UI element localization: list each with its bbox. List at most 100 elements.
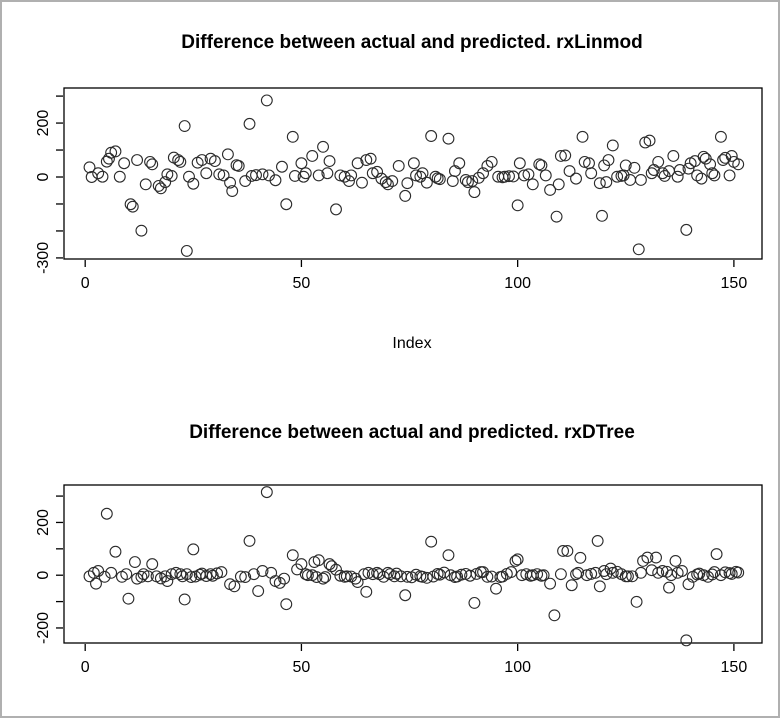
data-point (606, 566, 619, 579)
data-point (360, 585, 373, 598)
data-point (399, 189, 412, 202)
data-point (135, 224, 148, 237)
data-point (343, 175, 355, 188)
data-point (420, 571, 433, 584)
data-point (585, 167, 598, 180)
data-point (442, 549, 455, 562)
data-point (356, 176, 368, 189)
data-point (477, 167, 490, 180)
y-tick-label: 200 (35, 509, 52, 536)
data-point (386, 175, 399, 188)
data-point (626, 570, 639, 583)
data-point (650, 551, 662, 564)
data-point (381, 566, 394, 579)
data-point (576, 130, 589, 143)
data-point (433, 173, 446, 186)
data-point (178, 593, 191, 606)
data-point (714, 130, 727, 143)
data-point (468, 186, 481, 199)
data-point (260, 486, 273, 499)
data-point (563, 165, 576, 178)
data-point (634, 174, 647, 186)
x-tick-label: 0 (81, 275, 90, 292)
data-point (126, 200, 139, 213)
data-point (459, 174, 472, 186)
data-point (490, 582, 502, 595)
data-point (591, 534, 604, 547)
data-point (103, 152, 115, 165)
x-tick-label: 0 (81, 659, 90, 676)
data-point (183, 170, 195, 183)
data-point (682, 162, 695, 175)
data-point (399, 589, 412, 602)
data-point (732, 566, 745, 579)
data-point (572, 566, 585, 579)
plot-box (63, 87, 763, 260)
data-point (732, 158, 745, 171)
data-point (144, 155, 157, 168)
data-point (330, 203, 342, 216)
data-point (704, 158, 717, 171)
y-tick-label: 0 (35, 571, 52, 580)
data-point (338, 170, 351, 183)
data-point (364, 152, 377, 165)
data-point (83, 161, 96, 174)
data-point (256, 565, 269, 577)
data-point (691, 169, 704, 182)
data-point (159, 176, 172, 189)
data-point (381, 178, 394, 191)
data-point (306, 150, 319, 162)
data-point (187, 543, 200, 556)
data-point (448, 571, 461, 584)
data-point (379, 176, 392, 189)
data-point (725, 150, 738, 162)
data-point (109, 145, 122, 158)
data-point (461, 176, 474, 189)
data-point (544, 577, 557, 590)
plot-box (63, 484, 763, 644)
data-point (680, 634, 693, 647)
data-point (312, 169, 325, 182)
data-point (388, 570, 401, 583)
data-point (165, 169, 178, 182)
data-point (533, 158, 546, 171)
data-point (637, 555, 650, 567)
data-point (180, 244, 193, 257)
data-point (513, 157, 526, 170)
data-point (498, 170, 511, 183)
data-point (286, 549, 299, 562)
data-point (414, 170, 427, 183)
x-tick-label: 100 (504, 275, 531, 292)
data-point (472, 171, 485, 184)
data-point (468, 596, 481, 609)
data-point (269, 174, 282, 187)
data-point (695, 172, 708, 185)
data-point (634, 566, 647, 579)
data-point (598, 565, 611, 577)
data-point (200, 167, 213, 180)
data-point (196, 154, 208, 166)
data-point (280, 198, 293, 211)
data-point (554, 568, 567, 581)
data-point (105, 566, 118, 579)
data-point (630, 595, 643, 608)
data-point (120, 568, 133, 581)
data-point (401, 570, 414, 583)
data-point (561, 544, 574, 557)
data-point (118, 157, 131, 170)
x-tick-label: 50 (293, 659, 311, 676)
data-point (252, 585, 265, 597)
data-point (232, 159, 245, 172)
data-point (154, 182, 167, 195)
data-point (425, 130, 438, 142)
data-point (557, 544, 570, 557)
data-point (312, 554, 325, 567)
data-point (92, 167, 105, 180)
data-point (317, 140, 329, 153)
data-point (708, 169, 721, 182)
data-point (124, 198, 137, 211)
data-point (260, 94, 273, 107)
data-point (224, 176, 237, 189)
data-point (234, 570, 247, 583)
data-point (345, 169, 358, 182)
